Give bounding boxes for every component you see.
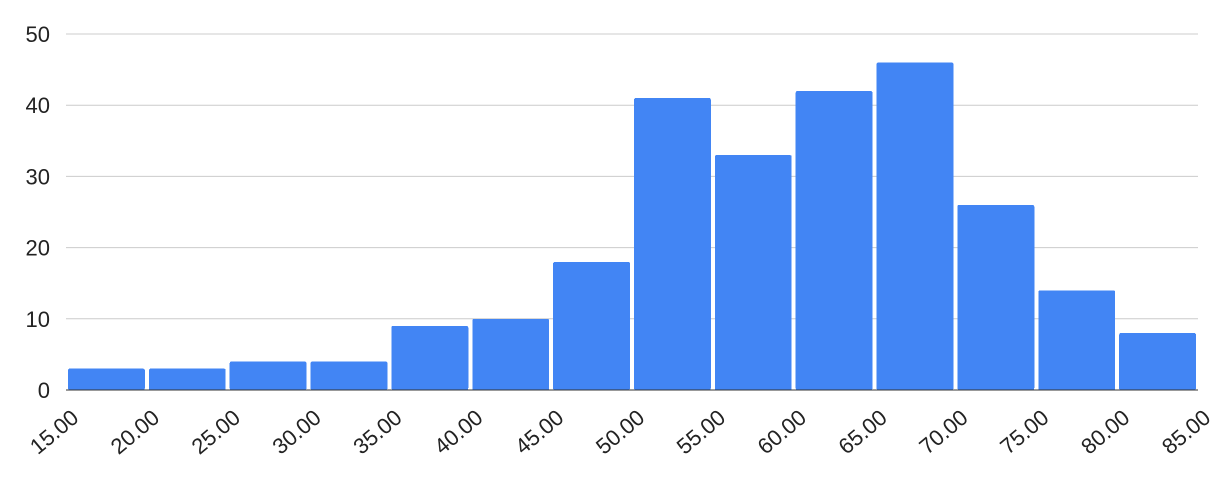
histogram-bar bbox=[391, 325, 469, 390]
x-tick-label: 85.00 bbox=[1157, 405, 1215, 460]
x-tick-label: 70.00 bbox=[914, 405, 972, 460]
histogram-bar bbox=[229, 361, 307, 390]
histogram-bar bbox=[714, 155, 792, 390]
y-tick-label: 10 bbox=[26, 307, 50, 332]
x-tick-label: 50.00 bbox=[591, 405, 649, 460]
histogram-bar bbox=[1119, 333, 1196, 390]
histogram-bar bbox=[876, 62, 954, 390]
histogram-bar bbox=[957, 204, 1035, 390]
x-tick-label: 45.00 bbox=[510, 405, 568, 460]
histogram-bar bbox=[68, 368, 145, 390]
y-tick-label: 30 bbox=[26, 164, 50, 189]
x-tick-label: 35.00 bbox=[348, 405, 406, 460]
x-tick-label: 80.00 bbox=[1076, 405, 1134, 460]
histogram-bar bbox=[553, 261, 630, 390]
x-tick-label: 20.00 bbox=[106, 405, 164, 460]
y-tick-label: 40 bbox=[26, 93, 50, 118]
y-axis-ticks: 0 10 20 30 40 50 bbox=[26, 22, 50, 403]
histogram-bar bbox=[795, 90, 873, 391]
y-tick-label: 20 bbox=[26, 236, 50, 261]
y-tick-label: 0 bbox=[38, 378, 50, 403]
histogram-bar bbox=[1038, 290, 1116, 390]
x-tick-label: 55.00 bbox=[672, 405, 730, 460]
histogram-bar bbox=[634, 98, 711, 390]
x-tick-label: 30.00 bbox=[268, 405, 326, 460]
histogram-bar bbox=[310, 361, 388, 390]
histogram-bar bbox=[148, 368, 226, 390]
bars bbox=[68, 62, 1196, 391]
x-tick-label: 60.00 bbox=[753, 405, 811, 460]
x-tick-label: 15.00 bbox=[25, 405, 83, 460]
x-tick-label: 25.00 bbox=[187, 405, 245, 460]
y-tick-label: 50 bbox=[26, 22, 50, 47]
histogram-bar bbox=[472, 318, 550, 390]
x-tick-label: 65.00 bbox=[834, 405, 892, 460]
x-axis-ticks: 15.00 20.00 25.00 30.00 35.00 40.00 45.00 50.00… bbox=[25, 405, 1215, 460]
x-tick-label: 40.00 bbox=[429, 405, 487, 460]
x-tick-label: 75.00 bbox=[995, 405, 1053, 460]
